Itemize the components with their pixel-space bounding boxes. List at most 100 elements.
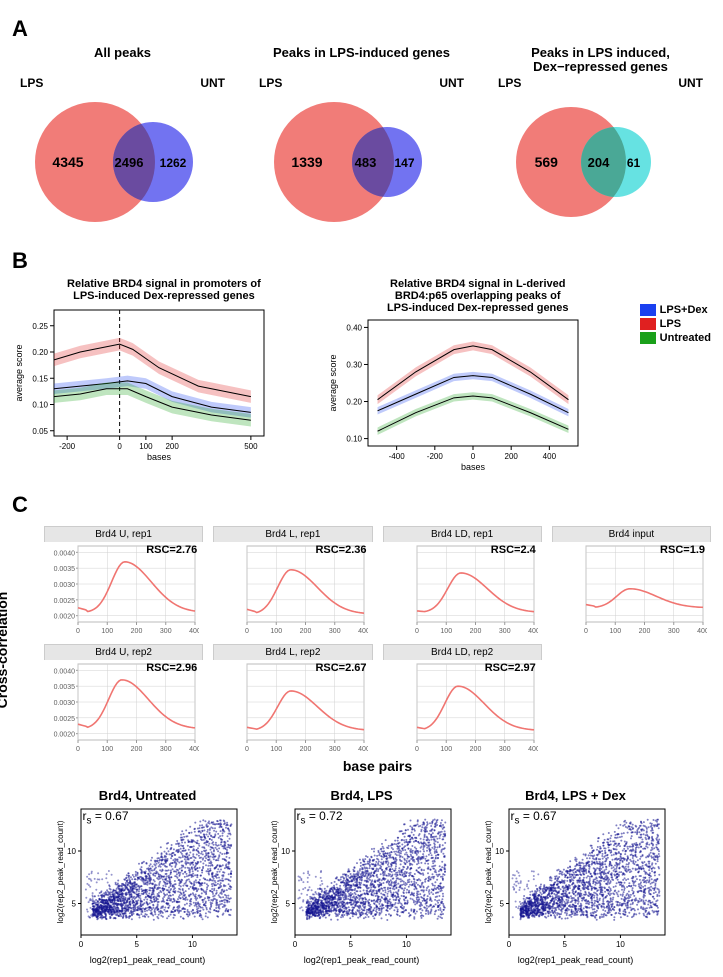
profile-title: Relative BRD4 signal in promoters ofLPS-… [12,278,316,304]
legend-label: LPS [660,318,681,330]
crosscorr-cell: Brd4 U, rep1 0.00200.00250.00300.00350.0… [44,526,203,638]
crosscorr-header: Brd4 U, rep1 [44,526,203,542]
svg-text:-400: -400 [388,452,405,461]
scatter-rs: rs = 0.67 [511,809,557,826]
venn-title: Peaks in LPS-induced genes [273,46,450,76]
svg-text:300: 300 [329,746,341,753]
svg-text:5: 5 [348,940,353,949]
venn-num-right: 147 [394,156,414,170]
svg-text:0.0035: 0.0035 [54,684,76,691]
svg-text:0: 0 [292,940,297,949]
crosscorr-svg: 0.00200.00250.00300.00350.00400100200300… [44,542,199,638]
scatter-rs: rs = 0.67 [83,809,129,826]
svg-text:100: 100 [609,628,621,635]
crosscorr-header: Brd4 input [552,526,711,542]
svg-text:400: 400 [528,746,538,753]
svg-text:5: 5 [285,900,290,909]
crosscorr-rsc: RSC=2.76 [146,544,197,556]
legend-swatch [640,332,656,344]
crosscorr-header: Brd4 LD, rep1 [383,526,542,542]
svg-text:5: 5 [562,940,567,949]
venn-labels: LPS UNT [251,76,472,90]
svg-text:200: 200 [638,628,650,635]
svg-text:300: 300 [498,628,510,635]
svg-text:10: 10 [615,940,624,949]
svg-text:0: 0 [506,940,511,949]
venn-title: All peaks [94,46,151,76]
venn-labels: LPS UNT [12,76,233,90]
svg-text:0: 0 [245,746,249,753]
svg-text:0: 0 [76,628,80,635]
profile-row: Relative BRD4 signal in promoters ofLPS-… [12,278,711,474]
venn-right-label: UNT [439,76,464,90]
svg-text:0.10: 0.10 [346,435,362,444]
svg-text:400: 400 [543,452,557,461]
svg-text:10: 10 [67,847,76,856]
venn-num-overlap: 483 [354,155,376,170]
svg-text:-200: -200 [59,442,76,451]
venn-left-label: LPS [259,76,282,90]
scatter-svg: 5100510log2(rep2_peak_read_count) [267,803,457,953]
profile-plot: Relative BRD4 signal in promoters ofLPS-… [12,278,316,464]
venn-num-left: 4345 [52,154,83,170]
scatter-title: Brd4, LPS [330,788,392,803]
venn-row: All peaks LPS UNT 4345 2496 1262 Peaks i… [12,46,711,230]
profile-title: Relative BRD4 signal in L-derivedBRD4:p6… [326,278,630,314]
profile-plot: Relative BRD4 signal in L-derivedBRD4:p6… [326,278,630,474]
svg-text:-200: -200 [427,452,444,461]
svg-text:400: 400 [189,628,199,635]
svg-text:bases: bases [147,452,172,462]
svg-text:log2(rep2_peak_read_count): log2(rep2_peak_read_count) [270,821,279,924]
svg-text:200: 200 [300,628,312,635]
svg-text:0.0020: 0.0020 [54,614,76,621]
crosscorr-svg: 0.00200.00250.00300.00350.00400100200300… [44,660,199,756]
panel-a-letter: A [12,16,28,42]
svg-text:0: 0 [117,442,122,451]
svg-text:0.40: 0.40 [346,324,362,333]
scatter-group: Brd4, LPS + Dex 5100510log2(rep2_peak_re… [481,788,671,965]
svg-text:0: 0 [415,746,419,753]
svg-text:5: 5 [71,900,76,909]
venn-labels: LPS UNT [490,76,711,90]
venn-group: Peaks in LPS-induced genes LPS UNT 1339 … [251,46,472,230]
svg-text:300: 300 [498,746,510,753]
svg-text:200: 200 [131,746,143,753]
svg-text:0: 0 [415,628,419,635]
svg-text:300: 300 [668,628,680,635]
svg-text:100: 100 [440,746,452,753]
legend-swatch [640,304,656,316]
crosscorr-xlabel: base pairs [44,758,711,774]
svg-text:200: 200 [469,746,481,753]
scatter-title: Brd4, Untreated [99,788,197,803]
svg-text:100: 100 [271,628,283,635]
svg-text:100: 100 [440,628,452,635]
crosscorr-cell: Brd4 LD, rep1 0100200300400 RSC=2.4 [383,526,542,638]
svg-text:0: 0 [584,628,588,635]
scatter-xlabel: log2(rep1_peak_read_count) [90,955,206,965]
svg-text:5: 5 [499,900,504,909]
svg-text:0.0025: 0.0025 [54,598,76,605]
svg-text:100: 100 [139,442,153,451]
venn-right-label: UNT [200,76,225,90]
scatter-rs: rs = 0.72 [297,809,343,826]
crosscorr-rsc: RSC=2.97 [485,662,536,674]
svg-text:400: 400 [358,628,368,635]
svg-text:0: 0 [78,940,83,949]
svg-text:0.0025: 0.0025 [54,716,76,723]
svg-text:200: 200 [469,628,481,635]
crosscorr-cell [552,644,711,756]
svg-text:0: 0 [76,746,80,753]
svg-text:10: 10 [401,940,410,949]
svg-text:5: 5 [134,940,139,949]
profile-svg: 0.050.100.150.200.25-2000100200500averag… [12,304,272,464]
venn-left-label: LPS [498,76,521,90]
panel-b-letter: B [12,248,28,274]
svg-text:400: 400 [697,628,707,635]
legend-swatch [640,318,656,330]
crosscorr-ylabel: Cross-correlation [0,592,10,709]
venn-group: All peaks LPS UNT 4345 2496 1262 [12,46,233,230]
crosscorr-svg: 0 100 200 300 400 [383,660,538,756]
venn-svg: 4345 2496 1262 [23,90,223,230]
svg-text:0.0040: 0.0040 [54,551,76,558]
venn-num-right: 1262 [159,156,186,170]
